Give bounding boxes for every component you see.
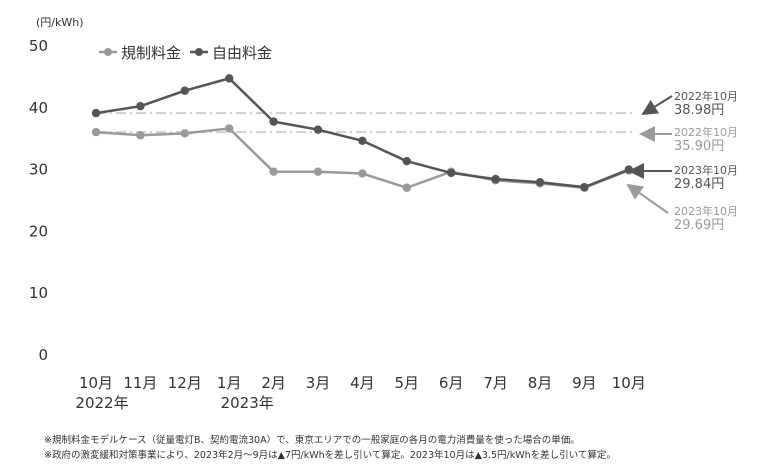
data-point-regulated bbox=[136, 131, 145, 140]
annotation-arrow bbox=[641, 95, 673, 116]
data-point-free bbox=[91, 108, 101, 118]
data-point-regulated bbox=[269, 167, 278, 176]
annotation-label: 2022年10月 bbox=[674, 125, 738, 139]
data-point-free bbox=[624, 165, 633, 174]
x-tick-label: 1月 bbox=[217, 374, 242, 392]
annotation-arrow bbox=[626, 183, 669, 214]
data-point-regulated bbox=[180, 129, 189, 138]
legend-label-free: 自由料金 bbox=[212, 44, 272, 62]
data-point-free bbox=[136, 101, 145, 111]
y-tick-label: 10 bbox=[29, 284, 48, 302]
data-point-free bbox=[402, 156, 411, 166]
footnote-subsidy: ※政府の激変緩和対策事業により、2023年2月～9月は▲7円/kWhを差し引いて… bbox=[44, 450, 616, 461]
y-tick-label: 40 bbox=[29, 99, 48, 117]
data-point-free bbox=[269, 117, 278, 126]
data-point-regulated bbox=[358, 169, 367, 178]
data-point-free bbox=[313, 125, 323, 134]
data-point-free bbox=[447, 168, 456, 178]
data-point-free bbox=[180, 86, 189, 95]
annotation-label: 2023年10月 bbox=[674, 204, 738, 218]
annotation-value: 29.84円 bbox=[674, 177, 724, 192]
legend-marker-regulated bbox=[104, 48, 112, 56]
x-tick-label: 12月 bbox=[168, 374, 202, 392]
legend-label-regulated: 規制料金 bbox=[121, 44, 181, 62]
x-tick-label: 10月 bbox=[612, 374, 646, 392]
x-tick-label: 8月 bbox=[528, 374, 553, 392]
annotation-value: 35.90円 bbox=[674, 139, 724, 154]
x-tick-label: 3月 bbox=[306, 374, 331, 392]
legend-item-free: 自由料金 bbox=[190, 44, 272, 62]
y-axis-unit-label: (円/kWh) bbox=[36, 16, 84, 29]
annotation-value: 29.69円 bbox=[674, 218, 724, 233]
x-tick-label: 11月 bbox=[123, 374, 157, 392]
x-year-label: 2022年 bbox=[75, 394, 128, 412]
legend: 規制料金 自由料金 bbox=[99, 44, 272, 62]
annotation-value: 38.98円 bbox=[674, 103, 724, 118]
data-point-regulated bbox=[91, 127, 101, 137]
data-point-free bbox=[580, 182, 589, 192]
x-tick-label: 6月 bbox=[439, 374, 464, 392]
x-tick-label: 9月 bbox=[572, 374, 597, 392]
data-point-free bbox=[535, 177, 545, 187]
y-tick-label: 0 bbox=[38, 346, 48, 364]
footnote-model-case: ※規制料金モデルケース（従量電灯B、契約電流30A）で、東京エリアでの一般家庭の… bbox=[44, 435, 580, 446]
data-point-free bbox=[491, 174, 500, 184]
data-point-free bbox=[225, 74, 234, 83]
y-tick-label: 20 bbox=[29, 222, 48, 240]
annotation-label: 2022年10月 bbox=[674, 89, 738, 103]
x-year-label: 2023年 bbox=[221, 394, 274, 412]
data-point-regulated bbox=[402, 183, 411, 192]
x-tick-label: 10月 bbox=[79, 374, 113, 392]
data-point-free bbox=[358, 136, 367, 145]
x-tick-label: 5月 bbox=[395, 374, 420, 392]
annotation-label: 2023年10月 bbox=[674, 163, 738, 177]
y-tick-label: 30 bbox=[29, 161, 48, 179]
legend-marker-free bbox=[195, 48, 203, 56]
data-point-regulated bbox=[313, 167, 323, 176]
x-tick-label: 7月 bbox=[483, 374, 508, 392]
x-tick-label: 4月 bbox=[350, 374, 375, 392]
y-tick-label: 50 bbox=[29, 37, 48, 55]
data-point-regulated bbox=[225, 124, 234, 133]
x-tick-label: 2月 bbox=[261, 374, 286, 392]
legend-item-regulated: 規制料金 bbox=[99, 44, 181, 62]
